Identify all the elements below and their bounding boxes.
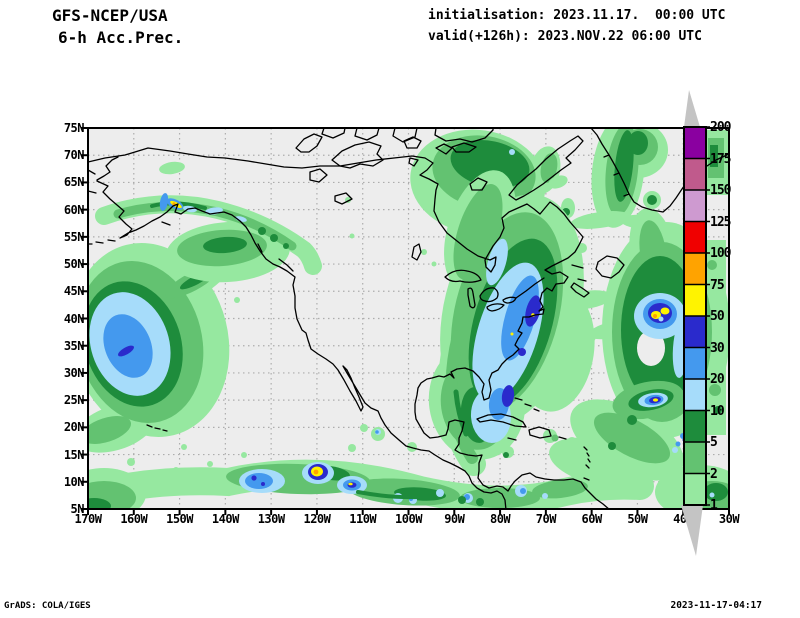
cbar-label-100: 100	[710, 246, 732, 261]
cbar-cell-75	[684, 284, 706, 316]
grads-credit: GrADS: COLA/IGES	[4, 601, 91, 611]
product-title: 6-h Acc.Prec.	[58, 28, 184, 47]
cbar-cell-10	[684, 410, 706, 442]
cbar-label-30: 30	[710, 340, 725, 356]
lat-label-10N: 10N	[63, 474, 85, 489]
map-content	[88, 128, 729, 509]
lon-label-30W: 30W	[718, 512, 740, 526]
cbar-label-2: 2	[710, 466, 718, 482]
lon-label-160W: 160W	[120, 512, 148, 526]
cbar-label-1: 1	[710, 498, 718, 513]
lat-label-65N: 65N	[63, 175, 85, 190]
cbar-label-5: 5	[710, 435, 718, 450]
cbar-label-150: 150	[710, 183, 732, 198]
lat-label-25N: 25N	[63, 393, 85, 408]
lon-label-140W: 140W	[211, 512, 239, 526]
lat-label-45N: 45N	[63, 284, 85, 299]
colorbar	[681, 90, 710, 556]
lat-label-40N: 40N	[63, 311, 85, 326]
cbar-cell-175	[684, 158, 706, 190]
cbar-cell-200	[684, 127, 706, 159]
lon-label-120W: 120W	[303, 512, 331, 526]
cbar-label-200: 200	[710, 120, 732, 135]
cbar-label-75: 75	[710, 277, 725, 293]
lat-label-50N: 50N	[63, 257, 85, 272]
cbar-cell-100	[684, 253, 706, 285]
lon-label-50W: 50W	[627, 512, 648, 526]
cbar-cell-5	[684, 442, 706, 474]
lon-label-150W: 150W	[166, 512, 194, 526]
lon-label-130W: 130W	[257, 512, 285, 526]
cbar-cell-20	[684, 379, 706, 411]
cbar-label-50: 50	[710, 309, 725, 324]
lon-label-100W: 100W	[395, 512, 422, 526]
lat-label-35N: 35N	[63, 338, 85, 353]
model-title: GFS-NCEP/USA	[52, 6, 168, 25]
cbar-cell-150	[684, 190, 706, 222]
cbar-cell-2	[684, 473, 706, 505]
lat-label-70N: 70N	[63, 148, 85, 163]
lat-label-15N: 15N	[63, 447, 85, 462]
lon-label-170W: 170W	[74, 512, 102, 526]
cbar-cell-125	[684, 221, 706, 253]
cbar-label-20: 20	[710, 372, 725, 387]
init-time-label: initialisation: 2023.11.17. 00:00 UTC	[428, 8, 726, 23]
cbar-label-175: 175	[710, 151, 732, 167]
lat-label-60N: 60N	[63, 202, 85, 217]
lon-label-80W: 80W	[489, 512, 511, 526]
lon-label-70W: 70W	[535, 512, 557, 526]
colorbar-overflow-down-arrow	[681, 505, 703, 556]
colorbar-overflow-up-arrow	[684, 90, 700, 127]
lat-label-20N: 20N	[63, 420, 85, 435]
lon-label-60W: 60W	[581, 512, 603, 526]
creation-timestamp: 2023-11-17-04:17	[670, 600, 762, 611]
lat-label-30N: 30N	[63, 365, 85, 380]
cbar-label-10: 10	[710, 403, 725, 419]
lon-label-90W: 90W	[444, 512, 465, 526]
precipitation-shading	[88, 128, 729, 509]
valid-time-label: valid(+126h): 2023.NOV.22 06:00 UTC	[428, 29, 702, 44]
cbar-cell-50	[684, 316, 706, 348]
lon-label-110W: 110W	[349, 512, 377, 526]
lat-label-55N: 55N	[63, 229, 85, 244]
cbar-label-125: 125	[710, 214, 732, 230]
lat-label-75N: 75N	[63, 121, 85, 135]
cbar-cell-30	[684, 347, 706, 379]
lat-label-5N: 5N	[70, 502, 85, 516]
